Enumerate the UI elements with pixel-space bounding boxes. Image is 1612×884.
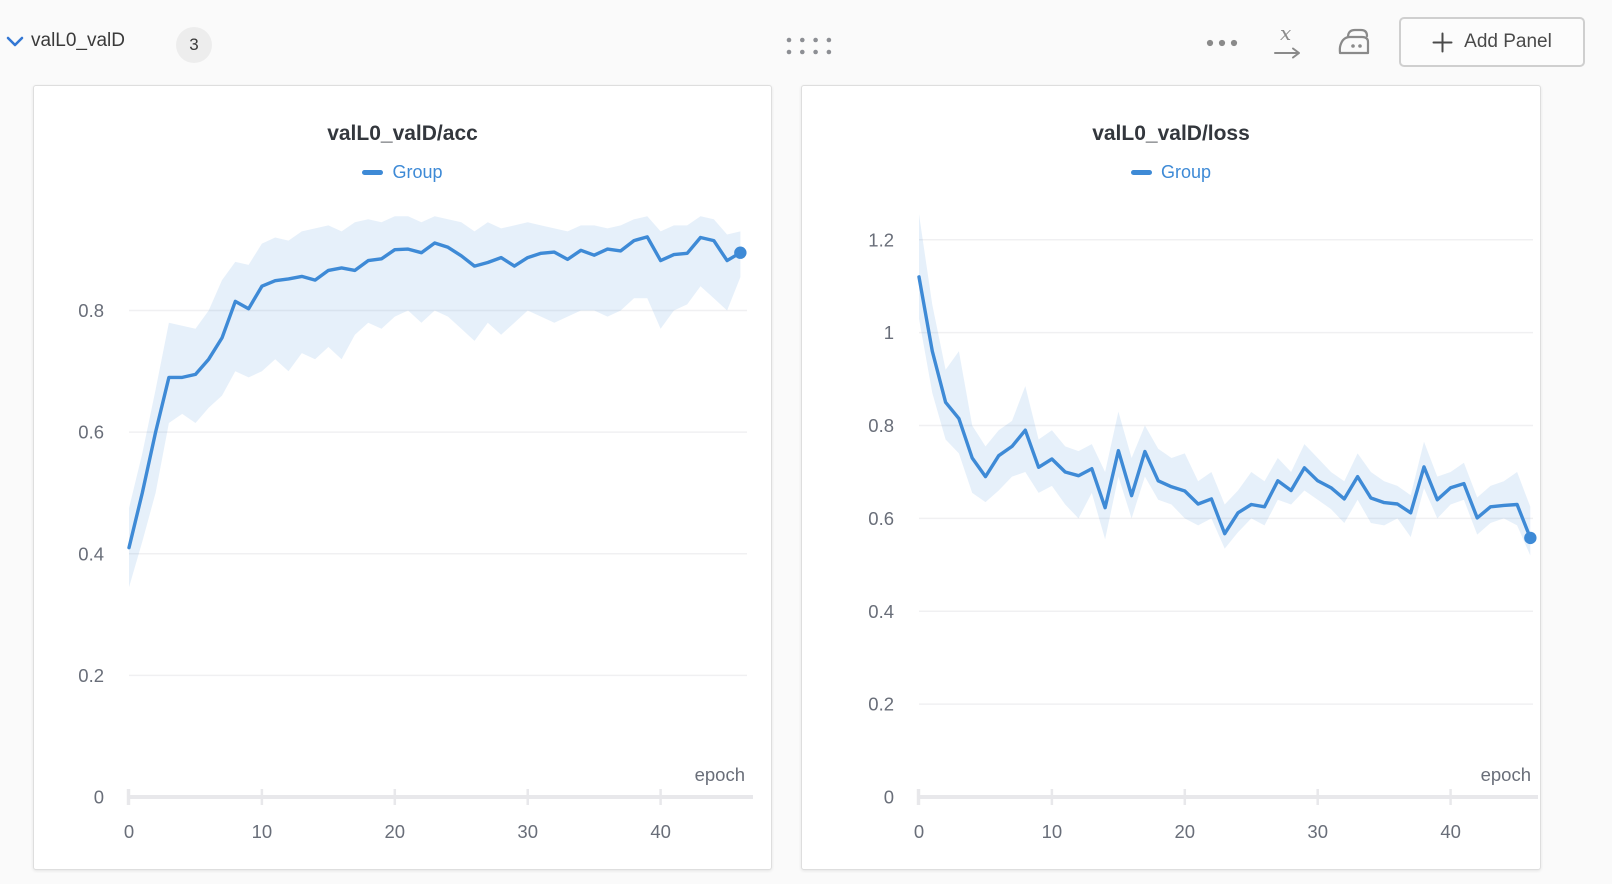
iron-panel-settings-icon[interactable] xyxy=(1334,25,1374,63)
svg-text:0.4: 0.4 xyxy=(78,543,104,564)
drag-handle-icon[interactable] xyxy=(783,33,835,57)
add-panel-label: Add Panel xyxy=(1464,31,1552,52)
panel-section-header: valL0_valD 3 x Add Panel xyxy=(0,0,1612,85)
svg-text:0: 0 xyxy=(94,787,104,808)
section-title: valL0_valD xyxy=(31,30,125,51)
svg-text:0.4: 0.4 xyxy=(868,601,894,622)
svg-text:x: x xyxy=(1280,23,1291,45)
svg-text:40: 40 xyxy=(650,821,671,842)
add-panel-button[interactable]: Add Panel xyxy=(1399,17,1585,67)
svg-text:20: 20 xyxy=(1175,821,1196,842)
svg-text:0.8: 0.8 xyxy=(78,300,104,321)
panel-card-loss[interactable]: 0 0.2 0.4 0.6 0.8 1 1.2 0 10 20 30 40 epoch valL0_va… xyxy=(801,85,1541,870)
svg-text:40: 40 xyxy=(1440,821,1461,842)
svg-text:epoch: epoch xyxy=(1481,764,1531,785)
svg-text:1.2: 1.2 xyxy=(868,229,894,250)
svg-text:0.6: 0.6 xyxy=(868,508,894,529)
ellipsis-icon[interactable] xyxy=(1203,36,1241,50)
svg-text:0.6: 0.6 xyxy=(78,422,104,443)
svg-text:10: 10 xyxy=(252,821,273,842)
svg-text:0: 0 xyxy=(914,821,924,842)
svg-text:30: 30 xyxy=(517,821,538,842)
svg-text:epoch: epoch xyxy=(695,764,745,785)
x-axis-settings-icon[interactable]: x xyxy=(1268,23,1308,63)
svg-text:0.2: 0.2 xyxy=(78,665,104,686)
svg-text:0: 0 xyxy=(124,821,134,842)
panel-count-badge: 3 xyxy=(176,27,212,63)
loss-chart-plot[interactable]: 0 0.2 0.4 0.6 0.8 1 1.2 0 10 20 30 40 epoch xyxy=(802,86,1538,867)
acc-chart-plot[interactable]: 0 0.2 0.4 0.6 0.8 0 10 20 30 40 epoch xyxy=(34,86,769,867)
svg-text:1: 1 xyxy=(884,322,894,343)
plus-icon xyxy=(1432,32,1453,52)
svg-text:10: 10 xyxy=(1042,821,1063,842)
svg-text:20: 20 xyxy=(385,821,406,842)
svg-text:0.2: 0.2 xyxy=(868,694,894,715)
panel-card-acc[interactable]: 0 0.2 0.4 0.6 0.8 0 10 20 30 40 epoch valL0_valD/a… xyxy=(33,85,772,870)
chevron-down-icon[interactable] xyxy=(5,34,25,50)
svg-text:30: 30 xyxy=(1307,821,1328,842)
svg-text:0: 0 xyxy=(884,787,894,808)
svg-text:0.8: 0.8 xyxy=(868,415,894,436)
